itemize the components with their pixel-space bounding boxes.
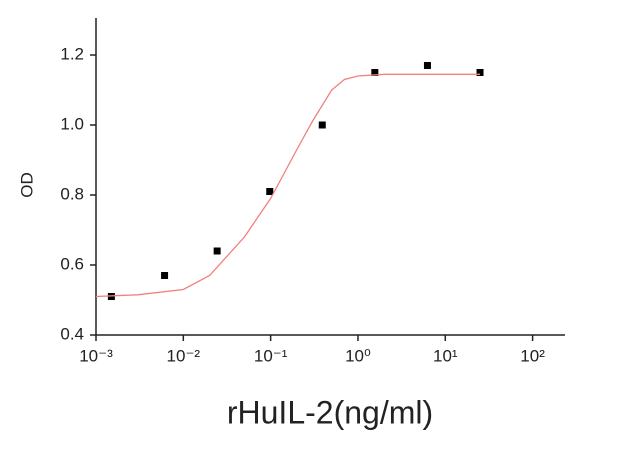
x-tick-label: 10⁻²	[167, 346, 201, 365]
x-tick-label: 10⁻³	[79, 346, 113, 365]
data-point	[371, 69, 379, 76]
x-axis-label: rHuIL-2(ng/ml)	[227, 394, 433, 430]
y-axis-label: OD	[17, 172, 36, 198]
y-tick-label: 1.2	[60, 44, 84, 63]
x-tick-label: 10⁻¹	[254, 346, 288, 365]
y-tick-label: 0.6	[60, 254, 84, 273]
data-point	[318, 121, 326, 129]
y-tick-label: 1.0	[60, 114, 84, 133]
data-point	[476, 69, 484, 76]
data-point	[161, 272, 169, 279]
x-tick-label: 10²	[520, 346, 545, 365]
y-tick-label: 0.8	[60, 184, 84, 203]
y-tick-label: 0.4	[60, 324, 84, 343]
data-point	[266, 188, 274, 195]
fit-curve	[95, 73, 480, 298]
data-point	[423, 62, 431, 69]
x-tick-label: 10¹	[433, 346, 458, 365]
data-point	[213, 247, 221, 255]
x-tick-label: 10⁰	[345, 346, 371, 365]
